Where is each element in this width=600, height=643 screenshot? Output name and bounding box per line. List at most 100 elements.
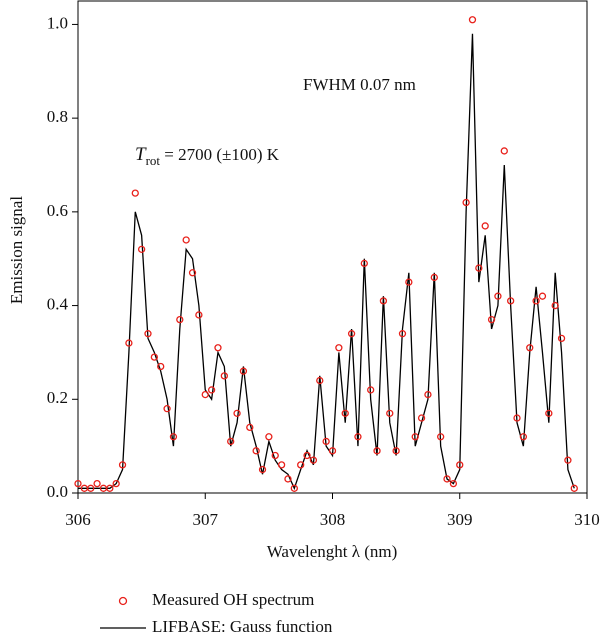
x-tick-label: 308 (320, 510, 346, 529)
spectrum-line (78, 33, 575, 491)
measured-point (513, 414, 521, 422)
y-tick-label: 0.2 (47, 388, 68, 407)
measured-point (93, 479, 101, 488)
measured-point (297, 461, 305, 469)
measured-point (322, 437, 330, 446)
measured-point (519, 433, 528, 441)
measured-point (475, 264, 483, 272)
annotation-subscript: rot (146, 153, 161, 168)
x-tick-label: 306 (65, 510, 91, 529)
x-tick-label: 307 (193, 510, 219, 529)
measured-point (239, 367, 248, 375)
measured-point (335, 344, 343, 352)
measured-point (347, 330, 356, 338)
x-tick-label: 309 (447, 510, 473, 529)
measured-point (449, 479, 458, 488)
measured-point (538, 292, 547, 300)
measured-point (233, 409, 241, 417)
measured-point (112, 479, 120, 488)
y-tick-label: 1.0 (47, 13, 68, 32)
measured-point (106, 484, 114, 492)
y-tick-label: 0.0 (47, 482, 68, 501)
measured-point (367, 386, 375, 394)
measured-point (182, 236, 190, 244)
measured-point (144, 330, 152, 338)
measured-point (360, 259, 368, 268)
measured-point (176, 315, 184, 324)
legend-label: Measured OH spectrum (152, 590, 314, 609)
measured-point (487, 315, 496, 324)
measured-point (246, 423, 254, 432)
measured-point (557, 334, 566, 343)
measured-point (564, 456, 572, 464)
measured-point (494, 292, 502, 300)
y-tick-label: 0.4 (47, 294, 69, 313)
measured-point (373, 447, 381, 455)
x-tick-label: 310 (574, 510, 600, 529)
measured-point (481, 222, 489, 230)
measured-point (87, 484, 95, 492)
measured-point (379, 297, 388, 305)
legend-marker (118, 596, 128, 606)
measured-point (500, 147, 508, 155)
measured-point (328, 447, 337, 455)
measured-point (468, 16, 477, 24)
measured-point (386, 409, 394, 417)
measured-point (207, 386, 216, 394)
measured-point (150, 353, 159, 361)
measured-point (131, 189, 139, 197)
measured-point (405, 278, 413, 286)
y-tick-label: 0.6 (47, 201, 68, 220)
measured-point (532, 297, 540, 305)
measured-point (284, 475, 292, 483)
measured-point (570, 484, 578, 492)
annotation-symbol: T (135, 144, 147, 165)
y-axis-label: Emission signal (7, 196, 26, 304)
measured-point (201, 390, 209, 399)
measured-point (437, 433, 445, 441)
measured-point (277, 461, 286, 469)
measured-point (188, 269, 197, 277)
measured-point (227, 437, 235, 446)
legend-label: LIFBASE: Gauss function (152, 617, 333, 636)
measured-point (430, 273, 438, 282)
measured-point (265, 433, 273, 441)
measured-point (220, 372, 228, 380)
measured-point (258, 465, 267, 474)
measured-point (271, 451, 279, 460)
measured-point (417, 414, 426, 422)
measured-point (354, 433, 362, 441)
measured-point (551, 301, 559, 310)
measured-point (424, 390, 432, 399)
measured-point (398, 330, 407, 338)
x-axis-label: Wavelenght λ (nm) (267, 542, 398, 561)
measured-point (411, 433, 419, 441)
measured-point (74, 479, 82, 488)
measured-point (252, 447, 260, 455)
measured-point (341, 409, 349, 417)
measured-point (214, 344, 222, 352)
y-tick-label: 0.8 (47, 107, 68, 126)
measured-point (456, 461, 464, 469)
measured-point (462, 198, 470, 207)
measured-point (309, 456, 318, 464)
measured-point (303, 451, 311, 460)
measured-point (526, 344, 534, 352)
measured-point (506, 297, 515, 305)
annotation: FWHM 0.07 nm (303, 75, 416, 94)
measured-point (137, 245, 146, 253)
annotation: Trot = 2700 (±100) K (135, 144, 280, 168)
measured-point (163, 405, 171, 413)
measured-point (169, 433, 178, 441)
measured-point (545, 409, 553, 417)
measured-point (157, 362, 165, 371)
measured-point (125, 339, 133, 347)
annotation-text: = 2700 (±100) K (160, 145, 280, 164)
measured-point (118, 461, 127, 469)
measured-point (443, 475, 451, 483)
measured-point (316, 376, 324, 385)
measured-point (392, 447, 400, 455)
measured-point (290, 484, 298, 492)
